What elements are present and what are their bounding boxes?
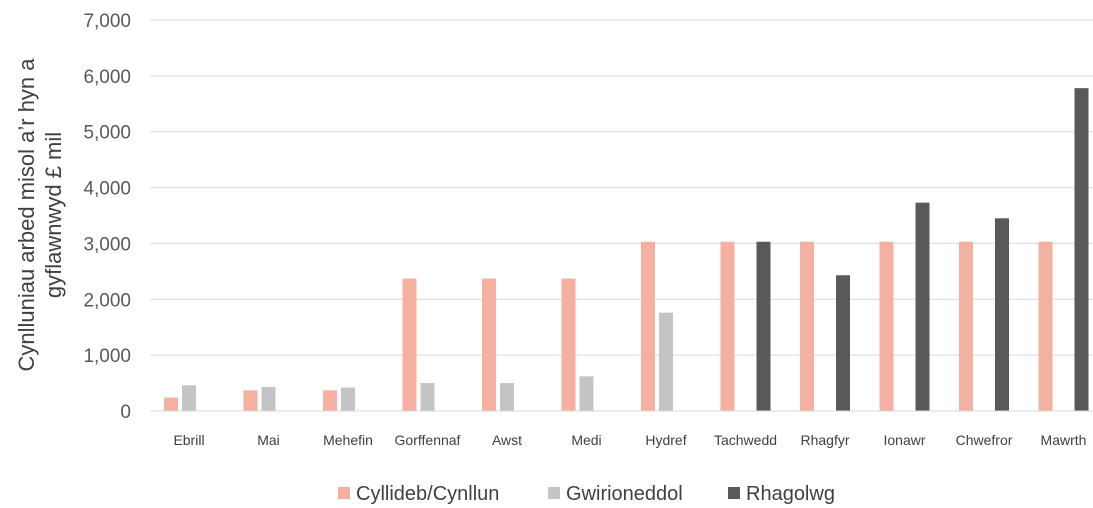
- bar-gwirioneddol-awst: [500, 383, 514, 411]
- x-axis-ticks: Ebrill Mai Mehefin Gorffennaf Awst Medi Hydref…: [173, 432, 1086, 448]
- bar-gwirioneddol-ebrill: [182, 385, 196, 411]
- bar-gwirioneddol-gorffennaf: [420, 383, 435, 411]
- x-tick-label: Chwefror: [956, 432, 1013, 448]
- legend-swatch: [338, 487, 350, 499]
- x-tick-label: Mawrth: [1041, 432, 1087, 448]
- bar-rhagolwg-rhagfyr: [836, 275, 850, 411]
- x-tick-label: Ebrill: [173, 432, 204, 448]
- x-tick-label: Medi: [571, 432, 601, 448]
- legend-label: Cyllideb/Cynllun: [356, 483, 499, 505]
- bar-cyllideb-cynllun-tachwedd: [720, 241, 735, 411]
- x-tick-label: Mehefin: [323, 432, 373, 448]
- bar-cyllideb-cynllun-mai: [243, 390, 258, 411]
- bar-cyllideb-cynllun-mawrth: [1038, 241, 1053, 411]
- y-tick-label: 7,000: [83, 11, 131, 32]
- bar-cyllideb-cynllun-ebrill: [164, 397, 178, 411]
- bar-gwirioneddol-medi: [579, 376, 594, 411]
- y-tick-label: 1,000: [83, 346, 131, 367]
- bar-gwirioneddol-mehefin: [341, 387, 355, 411]
- bar-cyllideb-cynllun-medi: [561, 278, 576, 411]
- y-axis-title: Cynlluniau arbed misol a’r hyn a gyflawnw…: [14, 58, 66, 372]
- x-tick-label: Gorffennaf: [395, 432, 461, 448]
- legend-swatch: [548, 487, 560, 499]
- legend-item: Cyllideb/Cynllun: [338, 483, 499, 505]
- y-tick-label: 6,000: [83, 67, 131, 88]
- bar-cyllideb-cynllun-mehefin: [323, 390, 337, 411]
- x-tick-label: Rhagfyr: [800, 432, 849, 448]
- x-tick-label: Mai: [257, 432, 280, 448]
- legend: Cyllideb/Cynllun Gwirioneddol Rhagolwg: [338, 483, 835, 505]
- gridlines: [150, 19, 1093, 356]
- bar-rhagolwg-tachwedd: [756, 241, 771, 411]
- legend-item: Gwirioneddol: [548, 483, 683, 505]
- y-tick-label: 3,000: [83, 234, 131, 255]
- x-tick-label: Awst: [492, 432, 522, 448]
- bars: [164, 88, 1089, 411]
- y-tick-label: 4,000: [83, 179, 131, 200]
- bar-rhagolwg-chwefror: [995, 218, 1009, 411]
- y-tick-label: 2,000: [83, 290, 131, 311]
- bar-rhagolwg-mawrth: [1074, 88, 1089, 411]
- legend-label: Rhagolwg: [746, 483, 835, 505]
- bar-cyllideb-cynllun-hydref: [641, 241, 655, 411]
- bar-cyllideb-cynllun-chwefror: [959, 241, 973, 411]
- bar-cyllideb-cynllun-awst: [482, 278, 496, 411]
- bar-cyllideb-cynllun-gorffennaf: [402, 278, 417, 411]
- y-axis-title-line: Cynlluniau arbed misol a’r hyn a: [14, 58, 39, 372]
- x-tick-label: Ionawr: [883, 432, 925, 448]
- bar-cyllideb-cynllun-ionawr: [879, 241, 894, 411]
- legend-swatch: [728, 487, 740, 499]
- x-tick-label: Tachwedd: [714, 432, 777, 448]
- legend-item: Rhagolwg: [728, 483, 835, 505]
- legend-label: Gwirioneddol: [566, 483, 683, 505]
- y-tick-label: 0: [120, 402, 131, 423]
- bar-gwirioneddol-hydref: [659, 312, 673, 411]
- x-tick-label: Hydref: [645, 432, 686, 448]
- y-tick-label: 5,000: [83, 123, 131, 144]
- bar-gwirioneddol-mai: [261, 386, 276, 411]
- bar-cyllideb-cynllun-rhagfyr: [800, 241, 814, 411]
- bar-rhagolwg-ionawr: [915, 202, 930, 411]
- y-axis-ticks: 0 1,000 2,000 3,000 4,000 5,000 6,000 7,000: [83, 11, 131, 423]
- y-axis-title-line: gyflawnwyd £ mil: [41, 132, 66, 298]
